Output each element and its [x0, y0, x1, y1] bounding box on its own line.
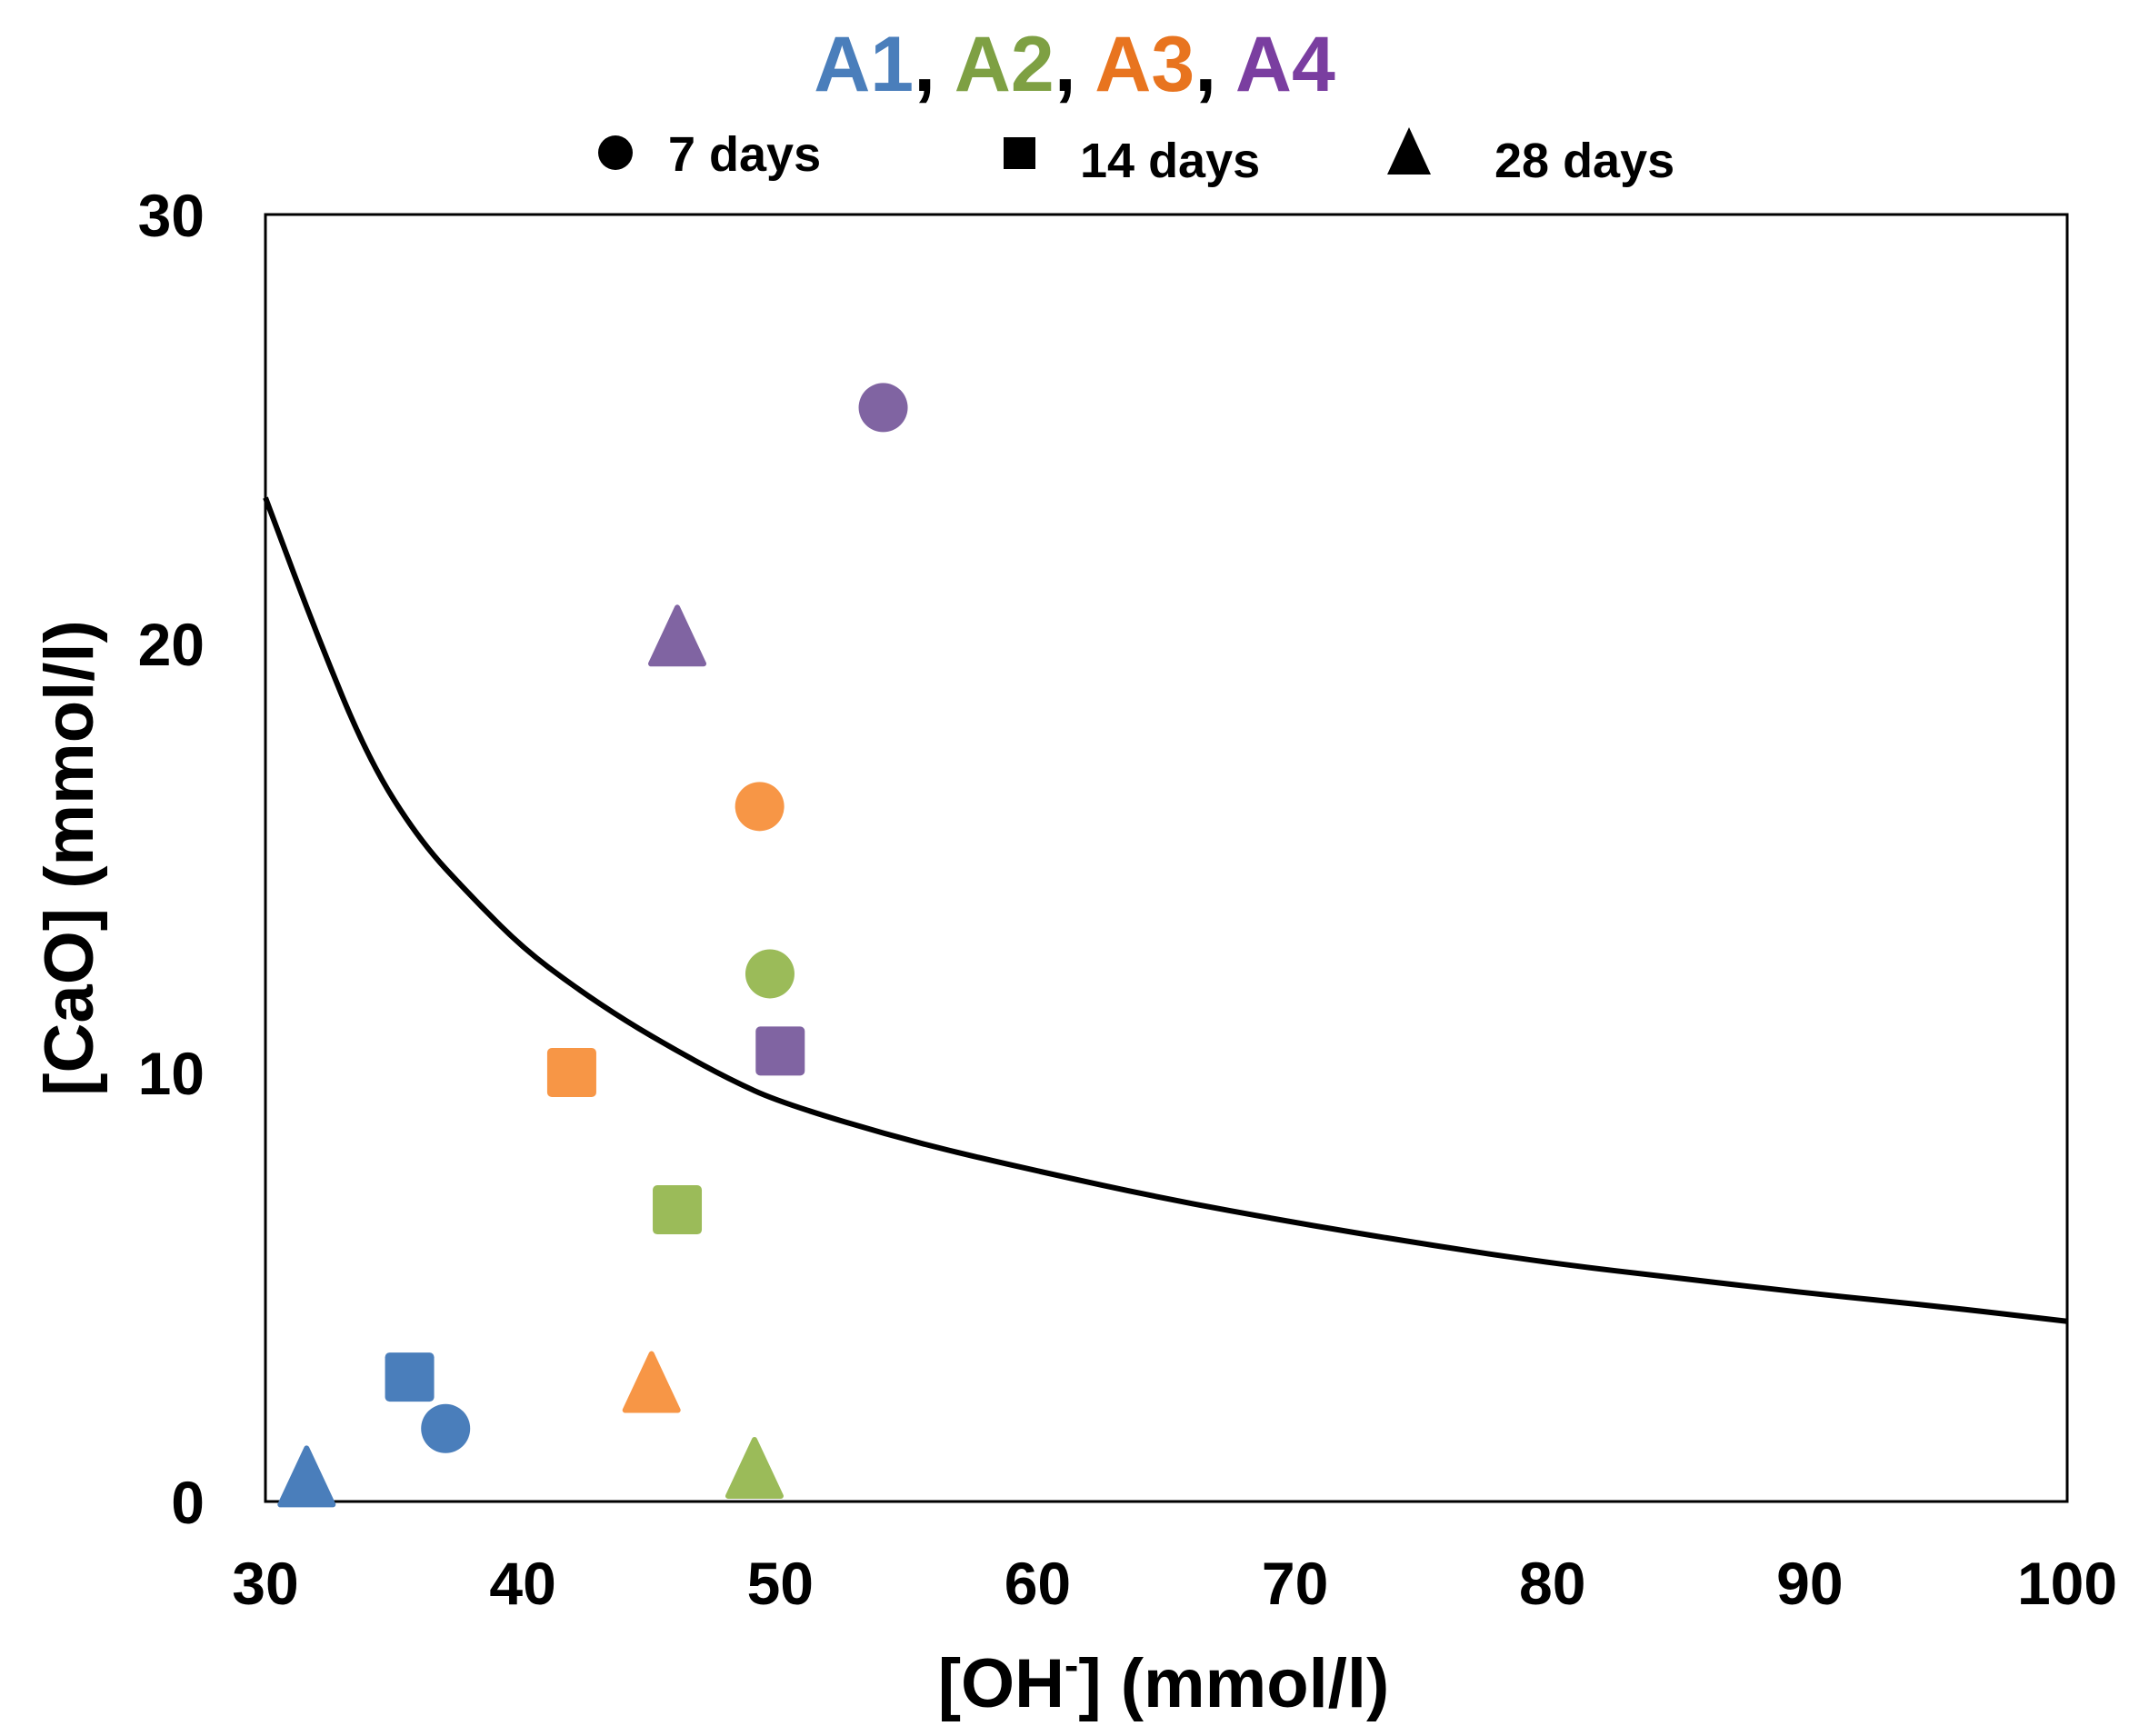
series-title-a2: A2 [955, 21, 1055, 108]
x-tick-label-70: 70 [1262, 1550, 1328, 1617]
point-a4-7-days [858, 383, 908, 433]
legend: 7 days 14 days 28 days [598, 127, 1674, 188]
x-axis-ticks: 30 40 50 60 70 80 90 100 [232, 1550, 2117, 1617]
series-title-a1: A1 [814, 21, 914, 108]
solubility-curve [263, 496, 2068, 1324]
point-a1-7-days [421, 1403, 471, 1453]
point-a2-14-days [653, 1185, 703, 1235]
legend-label-14-days: 14 days [1080, 134, 1260, 188]
point-a4-28-days [648, 604, 707, 667]
y-tick-label-20: 20 [138, 611, 205, 678]
x-tick-label-60: 60 [1005, 1550, 1071, 1617]
series-title-sep-3: , [1194, 21, 1235, 108]
x-tick-label-100: 100 [2017, 1550, 2117, 1617]
point-a3-14-days [546, 1048, 596, 1097]
x-tick-label-80: 80 [1519, 1550, 1585, 1617]
y-tick-label-30: 30 [138, 182, 205, 249]
point-a3-28-days [622, 1351, 681, 1413]
point-a1-14-days [385, 1352, 435, 1402]
point-a2-7-days [745, 949, 795, 999]
series-title-a4: A4 [1235, 21, 1335, 108]
x-tick-label-50: 50 [747, 1550, 814, 1617]
x-tick-label-90: 90 [1776, 1550, 1843, 1617]
point-a1-28-days [277, 1445, 336, 1508]
curve-layer [263, 496, 2068, 1324]
legend-label-28-days: 28 days [1494, 134, 1674, 188]
legend-triangle-marker [1387, 127, 1431, 175]
legend-square-marker [1004, 137, 1035, 169]
y-tick-label-0: 0 [171, 1469, 205, 1536]
x-tick-label-40: 40 [489, 1550, 555, 1617]
y-axis-title: [CaO] (mmol/l) [31, 620, 108, 1096]
series-title-a3: A3 [1094, 21, 1194, 108]
plot-frame [264, 213, 2069, 1503]
series-title-sep-2: , [1055, 21, 1095, 108]
x-tick-label-30: 30 [232, 1550, 298, 1617]
point-a3-7-days [735, 782, 785, 832]
series-title-sep-1: , [914, 21, 955, 108]
legend-circle-marker [598, 135, 633, 170]
point-a4-14-days [755, 1026, 805, 1076]
x-axis-title: [OH-] (mmol/l) [938, 1641, 1390, 1722]
y-tick-label-10: 10 [138, 1040, 205, 1107]
legend-label-7-days: 7 days [668, 127, 821, 182]
series-title: A1, A2, A3, A4 [814, 21, 1335, 108]
points-layer [277, 383, 908, 1508]
y-axis-ticks: 0 10 20 30 [138, 182, 205, 1536]
point-a2-28-days [725, 1436, 784, 1499]
